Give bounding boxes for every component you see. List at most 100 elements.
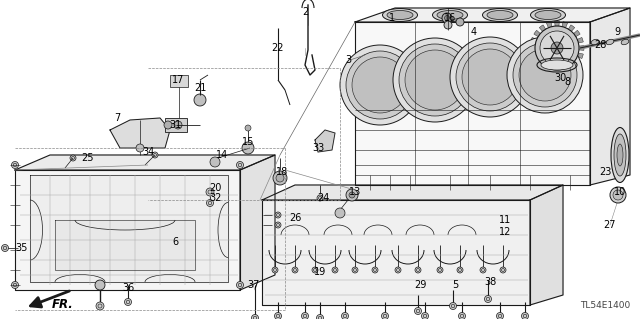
- Text: 18: 18: [276, 167, 288, 177]
- Circle shape: [312, 267, 318, 273]
- Text: 37: 37: [247, 280, 259, 290]
- Ellipse shape: [383, 9, 417, 21]
- Circle shape: [535, 26, 579, 70]
- Text: 27: 27: [604, 220, 616, 230]
- Circle shape: [462, 49, 518, 105]
- Text: 28: 28: [594, 40, 606, 50]
- Circle shape: [206, 188, 214, 196]
- Wedge shape: [540, 64, 546, 71]
- Circle shape: [522, 313, 529, 319]
- Circle shape: [242, 142, 254, 154]
- Text: 15: 15: [242, 137, 254, 147]
- Wedge shape: [530, 46, 536, 50]
- Circle shape: [352, 57, 408, 113]
- Text: 4: 4: [471, 27, 477, 37]
- Circle shape: [381, 313, 388, 319]
- Circle shape: [194, 94, 206, 106]
- Circle shape: [519, 49, 571, 101]
- Circle shape: [237, 161, 243, 168]
- Circle shape: [399, 44, 471, 116]
- Wedge shape: [531, 53, 538, 59]
- Wedge shape: [577, 37, 583, 43]
- Circle shape: [480, 267, 486, 273]
- Circle shape: [275, 212, 281, 218]
- Text: 21: 21: [194, 83, 206, 93]
- Wedge shape: [547, 67, 552, 74]
- Circle shape: [540, 31, 574, 65]
- Ellipse shape: [433, 9, 467, 21]
- Text: 34: 34: [142, 147, 154, 157]
- Ellipse shape: [531, 9, 566, 21]
- Ellipse shape: [606, 39, 614, 45]
- Text: 11: 11: [499, 215, 511, 225]
- Circle shape: [335, 208, 345, 218]
- Text: 13: 13: [349, 187, 361, 197]
- Circle shape: [405, 50, 465, 110]
- Polygon shape: [15, 170, 240, 290]
- Circle shape: [610, 187, 626, 203]
- Polygon shape: [110, 118, 170, 148]
- Text: 35: 35: [16, 243, 28, 253]
- Text: 25: 25: [82, 153, 94, 163]
- Text: 32: 32: [209, 193, 221, 203]
- Wedge shape: [540, 25, 546, 32]
- Wedge shape: [578, 46, 584, 50]
- Circle shape: [301, 313, 308, 319]
- Circle shape: [245, 125, 251, 131]
- Wedge shape: [555, 69, 559, 75]
- Circle shape: [273, 171, 287, 185]
- Circle shape: [456, 18, 464, 26]
- Wedge shape: [531, 37, 538, 43]
- Text: 38: 38: [484, 277, 496, 287]
- Polygon shape: [355, 8, 630, 22]
- Circle shape: [292, 267, 298, 273]
- Wedge shape: [577, 53, 583, 59]
- Text: FR.: FR.: [52, 298, 74, 310]
- Ellipse shape: [437, 11, 463, 19]
- Circle shape: [346, 189, 358, 201]
- Circle shape: [317, 315, 323, 319]
- Circle shape: [272, 267, 278, 273]
- Circle shape: [551, 42, 563, 54]
- Circle shape: [613, 190, 623, 200]
- Circle shape: [70, 155, 76, 161]
- Circle shape: [332, 267, 338, 273]
- Circle shape: [346, 51, 414, 119]
- Circle shape: [275, 313, 282, 319]
- Polygon shape: [262, 185, 563, 200]
- Wedge shape: [534, 59, 541, 66]
- Ellipse shape: [591, 39, 599, 45]
- Bar: [170, 75, 188, 87]
- Circle shape: [395, 267, 401, 273]
- Text: 20: 20: [209, 183, 221, 193]
- Circle shape: [125, 299, 131, 306]
- Ellipse shape: [483, 9, 518, 21]
- Circle shape: [340, 45, 420, 125]
- Wedge shape: [562, 67, 568, 74]
- Text: 14: 14: [216, 150, 228, 160]
- Circle shape: [513, 43, 577, 107]
- Text: 17: 17: [172, 75, 184, 85]
- Circle shape: [415, 308, 422, 315]
- Circle shape: [252, 315, 259, 319]
- Text: 2: 2: [302, 7, 308, 17]
- Text: 29: 29: [414, 280, 426, 290]
- Text: 12: 12: [499, 227, 511, 237]
- Polygon shape: [262, 200, 530, 305]
- Polygon shape: [530, 185, 563, 305]
- Wedge shape: [573, 30, 580, 37]
- Ellipse shape: [614, 134, 626, 176]
- Circle shape: [1, 244, 8, 251]
- Polygon shape: [240, 155, 275, 290]
- Circle shape: [445, 16, 449, 20]
- Text: 36: 36: [122, 283, 134, 293]
- Polygon shape: [355, 22, 590, 185]
- Text: 19: 19: [314, 267, 326, 277]
- Wedge shape: [555, 21, 559, 27]
- Polygon shape: [55, 220, 195, 270]
- Circle shape: [457, 267, 463, 273]
- Circle shape: [393, 38, 477, 122]
- Polygon shape: [315, 130, 335, 152]
- Circle shape: [442, 13, 452, 23]
- Ellipse shape: [617, 144, 623, 166]
